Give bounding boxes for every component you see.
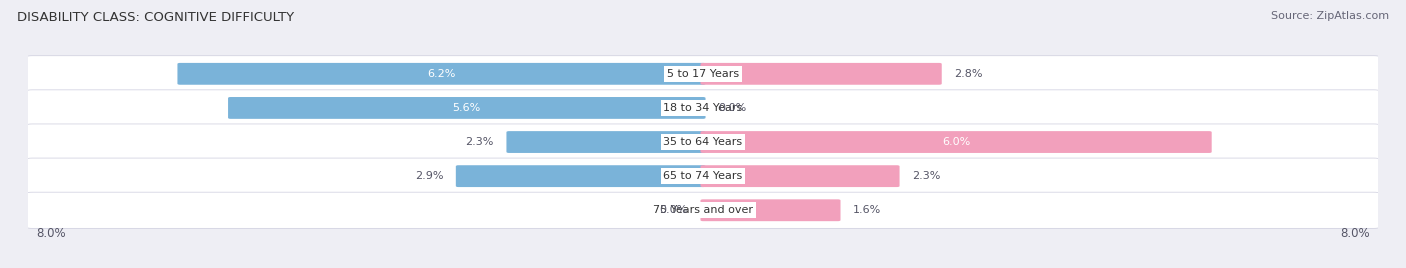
Text: 5 to 17 Years: 5 to 17 Years (666, 69, 740, 79)
Text: 2.3%: 2.3% (912, 171, 941, 181)
Text: 1.6%: 1.6% (853, 205, 882, 215)
Text: 6.2%: 6.2% (427, 69, 456, 79)
FancyBboxPatch shape (700, 131, 1212, 153)
FancyBboxPatch shape (22, 56, 1384, 92)
FancyBboxPatch shape (700, 165, 900, 187)
Text: 6.0%: 6.0% (942, 137, 970, 147)
FancyBboxPatch shape (22, 192, 1384, 228)
FancyBboxPatch shape (22, 124, 1384, 160)
Text: 0.0%: 0.0% (718, 103, 747, 113)
Text: 2.9%: 2.9% (415, 171, 443, 181)
Text: 2.8%: 2.8% (955, 69, 983, 79)
Text: 18 to 34 Years: 18 to 34 Years (664, 103, 742, 113)
FancyBboxPatch shape (177, 63, 706, 85)
Text: 2.3%: 2.3% (465, 137, 494, 147)
Text: 65 to 74 Years: 65 to 74 Years (664, 171, 742, 181)
FancyBboxPatch shape (22, 90, 1384, 126)
Text: 75 Years and over: 75 Years and over (652, 205, 754, 215)
Text: 8.0%: 8.0% (1340, 227, 1369, 240)
Text: 35 to 64 Years: 35 to 64 Years (664, 137, 742, 147)
Text: Source: ZipAtlas.com: Source: ZipAtlas.com (1271, 11, 1389, 21)
Text: 5.6%: 5.6% (453, 103, 481, 113)
FancyBboxPatch shape (700, 199, 841, 221)
Text: 0.0%: 0.0% (659, 205, 688, 215)
Text: 8.0%: 8.0% (37, 227, 66, 240)
FancyBboxPatch shape (228, 97, 706, 119)
Text: DISABILITY CLASS: COGNITIVE DIFFICULTY: DISABILITY CLASS: COGNITIVE DIFFICULTY (17, 11, 294, 24)
FancyBboxPatch shape (22, 158, 1384, 194)
FancyBboxPatch shape (506, 131, 706, 153)
FancyBboxPatch shape (456, 165, 706, 187)
FancyBboxPatch shape (700, 63, 942, 85)
